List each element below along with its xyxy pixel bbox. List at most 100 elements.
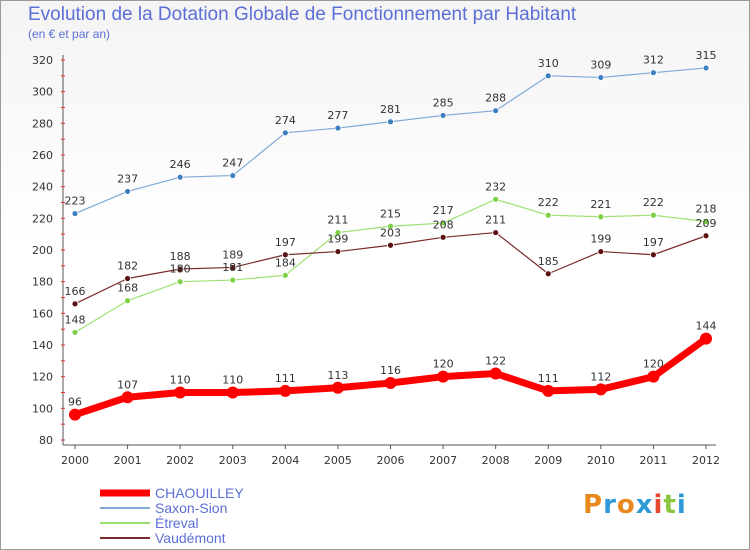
data-label--treval: 181 <box>222 261 243 274</box>
data-label-saxon-sion: 277 <box>327 109 348 122</box>
data-label-vaud-mont: 166 <box>65 285 86 298</box>
legend-label: Vaudémont <box>155 530 226 546</box>
data-point-chaouilley <box>331 381 344 394</box>
y-tick-label: 160 <box>32 307 53 320</box>
data-point--treval <box>544 211 552 219</box>
data-point-chaouilley <box>384 377 397 389</box>
data-label-vaud-mont: 211 <box>485 214 506 227</box>
data-point-vaud-mont <box>124 275 131 282</box>
data-label--treval: 211 <box>327 214 348 227</box>
x-tick-label: 2010 <box>587 454 615 467</box>
data-point-chaouilley <box>437 370 450 383</box>
data-label--treval: 222 <box>538 196 559 209</box>
data-label-vaud-mont: 208 <box>433 218 454 231</box>
data-label-chaouilley: 120 <box>433 358 454 371</box>
data-point-saxon-sion <box>597 74 605 81</box>
data-point-chaouilley <box>69 408 81 421</box>
data-point-chaouilley <box>121 391 134 404</box>
chart-subtitle: (en € et par an) <box>28 27 111 41</box>
y-tick-label: 180 <box>32 276 53 289</box>
data-label-chaouilley: 110 <box>170 374 191 387</box>
data-label-saxon-sion: 288 <box>485 92 506 105</box>
data-point-chaouilley <box>279 384 292 397</box>
x-tick-label: 2000 <box>61 454 89 467</box>
data-point--treval <box>597 213 605 221</box>
data-point-vaud-mont <box>439 233 447 241</box>
data-label--treval: 180 <box>170 263 191 276</box>
data-label-saxon-sion: 223 <box>65 195 86 208</box>
data-label-chaouilley: 144 <box>696 320 717 333</box>
data-label-vaud-mont: 189 <box>222 248 243 261</box>
data-point-saxon-sion <box>492 107 500 115</box>
data-point-saxon-sion <box>650 69 657 77</box>
data-point-chaouilley <box>700 332 712 345</box>
data-point--treval <box>71 328 79 336</box>
data-point-vaud-mont <box>387 241 394 249</box>
data-label-vaud-mont: 199 <box>327 233 348 246</box>
data-point-chaouilley <box>647 370 660 383</box>
data-point-vaud-mont <box>334 248 342 255</box>
data-label-saxon-sion: 246 <box>170 158 191 171</box>
data-label-vaud-mont: 188 <box>170 250 191 263</box>
data-label-saxon-sion: 312 <box>643 54 664 67</box>
data-point-vaud-mont <box>702 232 710 240</box>
data-point-chaouilley <box>226 386 239 399</box>
legend-label: CHAOUILLEY <box>155 485 244 501</box>
data-point-chaouilley <box>542 384 555 397</box>
x-tick-label: 2003 <box>219 454 247 467</box>
x-tick-label: 2005 <box>324 454 352 467</box>
x-tick-label: 2007 <box>429 454 457 467</box>
data-label-saxon-sion: 274 <box>275 114 296 127</box>
data-point-saxon-sion <box>387 118 394 126</box>
data-label-saxon-sion: 281 <box>380 103 401 116</box>
x-tick-label: 2001 <box>114 454 142 467</box>
data-point--treval <box>387 222 394 230</box>
data-point-vaud-mont <box>229 264 237 271</box>
data-label-chaouilley: 111 <box>275 372 296 385</box>
data-point--treval <box>281 271 289 279</box>
data-point--treval <box>229 276 237 284</box>
data-point-saxon-sion <box>544 72 552 80</box>
y-tick-label: 200 <box>32 244 53 257</box>
data-label--treval: 168 <box>117 282 138 295</box>
data-label-vaud-mont: 197 <box>643 236 664 249</box>
y-tick-label: 240 <box>32 181 53 194</box>
data-point-saxon-sion <box>334 124 342 132</box>
data-label-vaud-mont: 209 <box>696 217 717 230</box>
proxiti-logo: Proxiti <box>583 490 687 520</box>
x-tick-label: 2006 <box>377 454 405 467</box>
y-tick-label: 80 <box>39 434 53 447</box>
data-point--treval <box>334 229 342 236</box>
data-label--treval: 232 <box>485 180 506 193</box>
y-tick-label: 320 <box>32 54 53 67</box>
x-tick-label: 2012 <box>692 454 720 467</box>
data-label-saxon-sion: 285 <box>433 96 454 109</box>
series-line-saxon-sion <box>74 67 707 215</box>
series-layer <box>69 64 712 421</box>
data-label-vaud-mont: 185 <box>538 255 559 268</box>
data-label-vaud-mont: 197 <box>275 236 296 249</box>
data-label--treval: 215 <box>380 207 401 220</box>
data-point-saxon-sion <box>281 129 289 137</box>
data-point-chaouilley <box>489 367 502 380</box>
y-tick-label: 100 <box>32 402 53 415</box>
data-label-saxon-sion: 237 <box>117 172 138 185</box>
axes: 80 100 120 140 160 180 200 220 240 260 280 300 320 20… <box>32 54 720 467</box>
data-point-saxon-sion <box>229 172 237 179</box>
data-label--treval: 217 <box>433 204 454 217</box>
data-point-vaud-mont <box>176 265 184 273</box>
data-label-chaouilley: 122 <box>485 355 506 368</box>
data-point--treval <box>176 278 184 286</box>
y-tick-label: 260 <box>32 149 53 162</box>
data-label--treval: 222 <box>643 196 664 209</box>
data-label--treval: 184 <box>275 256 296 269</box>
data-label--treval: 148 <box>65 313 86 326</box>
data-point--treval <box>492 195 500 203</box>
legend-label: Étreval <box>155 515 199 531</box>
legend-label: Saxon-Sion <box>155 500 227 516</box>
data-label-saxon-sion: 247 <box>222 157 243 170</box>
data-label-chaouilley: 96 <box>68 396 82 409</box>
data-point--treval <box>439 219 447 227</box>
